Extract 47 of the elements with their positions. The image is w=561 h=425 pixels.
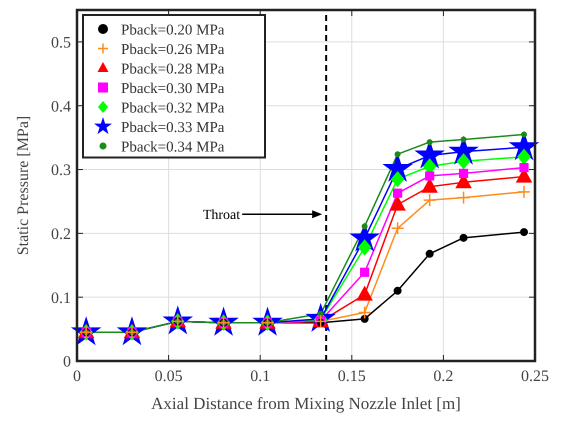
point	[362, 223, 368, 230]
point	[358, 306, 372, 320]
x-tick-label: 0.05	[154, 368, 183, 385]
point	[458, 168, 468, 178]
x-tick-label: 0.1	[250, 368, 270, 385]
point	[521, 131, 528, 138]
y-tick-label: 0.4	[51, 98, 71, 116]
point	[425, 171, 434, 181]
point	[390, 170, 404, 188]
point	[519, 163, 529, 172]
legend-label: Pback=0.30 MPa	[121, 80, 225, 97]
point	[426, 250, 434, 258]
point	[394, 286, 402, 295]
legend-label: Pback=0.26 MPa	[121, 42, 225, 58]
x-tick-label: 0.25	[521, 368, 549, 385]
y-axis-title: Static Pressure [MPa]	[15, 116, 32, 256]
y-tick-label: 0.3	[51, 162, 71, 180]
point	[520, 228, 528, 236]
legend-label: Pback=0.20 MPa	[121, 22, 225, 38]
y-tick-label: 0.1	[51, 290, 71, 307]
point	[456, 190, 470, 204]
point	[517, 148, 531, 165]
point	[393, 188, 402, 198]
point	[394, 151, 401, 158]
point	[358, 239, 372, 256]
y-tick-label: 0.2	[51, 226, 71, 243]
point	[356, 286, 373, 301]
point	[517, 185, 531, 199]
x-tick-label: 0.15	[338, 368, 366, 385]
point	[360, 268, 370, 277]
x-axis-title: Axial Distance from Mixing Nozzle Inlet [m]	[151, 394, 461, 413]
y-tick-label: 0	[63, 354, 71, 371]
point	[422, 193, 436, 207]
legend-label: Pback=0.33 MPa	[121, 120, 225, 136]
y-tick-label: 0.5	[51, 34, 71, 52]
point	[318, 310, 324, 317]
point	[456, 153, 470, 170]
point	[389, 196, 406, 211]
legend-label: Pback=0.28 MPa	[121, 61, 225, 78]
point	[460, 136, 467, 143]
point	[460, 234, 468, 242]
legend-label: Pback=0.34 MPa	[121, 139, 225, 156]
legend-label: Pback=0.32 MPa	[121, 100, 225, 116]
ref-line-label: Throat	[202, 208, 240, 224]
point	[426, 139, 433, 146]
x-tick-label: 0.2	[433, 368, 454, 385]
point	[390, 222, 404, 236]
